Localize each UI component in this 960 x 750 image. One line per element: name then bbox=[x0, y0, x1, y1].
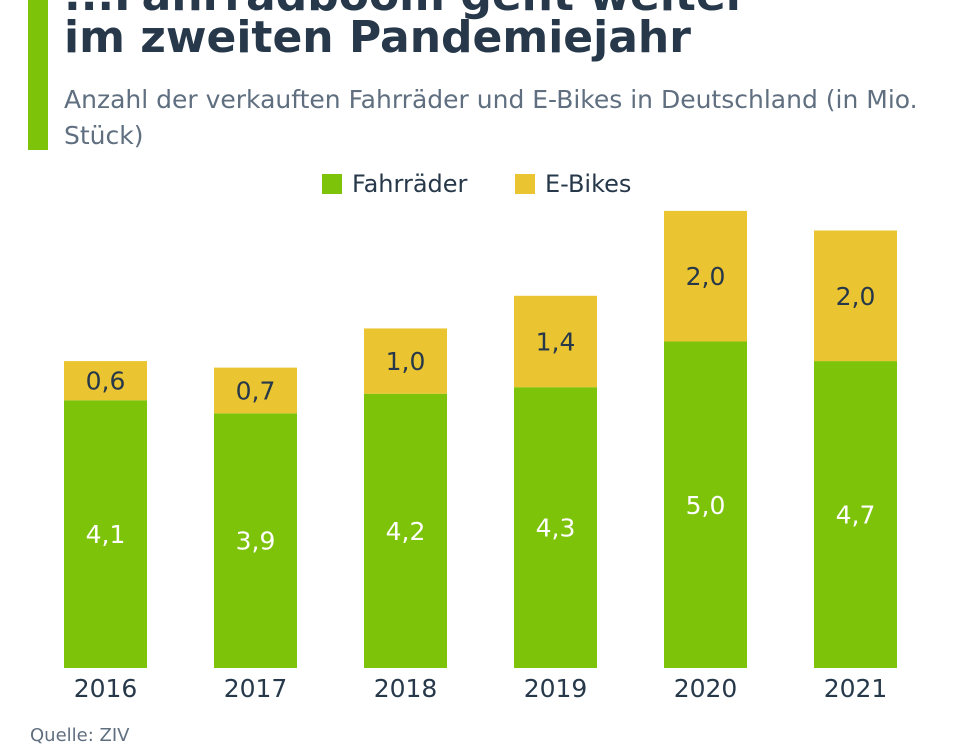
data-label-fahrraeder-2020: 5,0 bbox=[686, 491, 726, 520]
legend-label-fahrraeder: Fahrräder bbox=[352, 170, 468, 198]
bar-ebikes-2016 bbox=[64, 361, 147, 401]
data-label-ebikes-2016: 0,6 bbox=[86, 367, 126, 396]
bar-fahrraeder-2021 bbox=[814, 361, 897, 668]
chart-title: im zweiten Pandemiejahr bbox=[64, 12, 691, 63]
data-label-ebikes-2020: 2,0 bbox=[686, 262, 726, 291]
data-label-fahrraeder-2017: 3,9 bbox=[236, 527, 276, 556]
chart-subtitle: Anzahl der verkauften Fahrräder und E-Bi… bbox=[64, 85, 918, 150]
bar-fahrraeder-2016 bbox=[64, 400, 147, 668]
bar-fahrraeder-2018 bbox=[364, 393, 447, 668]
x-tick-label-2020: 2020 bbox=[674, 674, 738, 703]
x-tick-label-2017: 2017 bbox=[224, 674, 288, 703]
data-label-fahrraeder-2019: 4,3 bbox=[536, 514, 576, 543]
data-label-ebikes-2021: 2,0 bbox=[836, 282, 876, 311]
bar-ebikes-2019 bbox=[514, 295, 597, 388]
data-label-ebikes-2017: 0,7 bbox=[236, 376, 276, 405]
bar-ebikes-2020 bbox=[664, 210, 747, 342]
data-label-fahrraeder-2016: 4,1 bbox=[86, 520, 126, 549]
x-tick-label-2016: 2016 bbox=[74, 674, 138, 703]
source-note: Quelle: ZIV bbox=[30, 725, 130, 746]
bar-fahrraeder-2017 bbox=[214, 413, 297, 668]
bar-ebikes-2021 bbox=[814, 230, 897, 362]
legend-label-ebikes: E-Bikes bbox=[545, 170, 631, 198]
legend-swatch-fahrraeder bbox=[322, 174, 342, 194]
bar-ebikes-2018 bbox=[364, 328, 447, 394]
data-label-ebikes-2019: 1,4 bbox=[536, 328, 576, 357]
bar-fahrraeder-2019 bbox=[514, 387, 597, 668]
title-accent-bar bbox=[28, 0, 48, 150]
data-label-fahrraeder-2018: 4,2 bbox=[386, 517, 426, 546]
chart-title-partial: ...Fahrradboom geht weiter bbox=[64, 0, 748, 18]
bar-ebikes-2017 bbox=[214, 367, 297, 414]
x-tick-label-2021: 2021 bbox=[824, 674, 888, 703]
legend-swatch-ebikes bbox=[515, 174, 535, 194]
chart-bars: 4,1 0,6 3,9 0,7 4,2 1,0 4,3 1,4 5,0 2,0 4,7 2,0 bbox=[64, 210, 897, 668]
x-tick-label-2019: 2019 bbox=[524, 674, 588, 703]
data-label-fahrraeder-2021: 4,7 bbox=[836, 501, 876, 530]
data-label-ebikes-2018: 1,0 bbox=[386, 347, 426, 376]
x-tick-label-2018: 2018 bbox=[374, 674, 438, 703]
chart-legend: Fahrräder E-Bikes bbox=[322, 170, 631, 198]
x-axis-ticks: 2016 2017 2018 2019 2020 2021 bbox=[74, 674, 888, 703]
stacked-bar-chart: Fahrräder E-Bikes 4,1 0,6 3,9 0,7 4,2 1,0 4,3 1,… bbox=[64, 170, 897, 703]
bar-fahrraeder-2020 bbox=[664, 341, 747, 668]
